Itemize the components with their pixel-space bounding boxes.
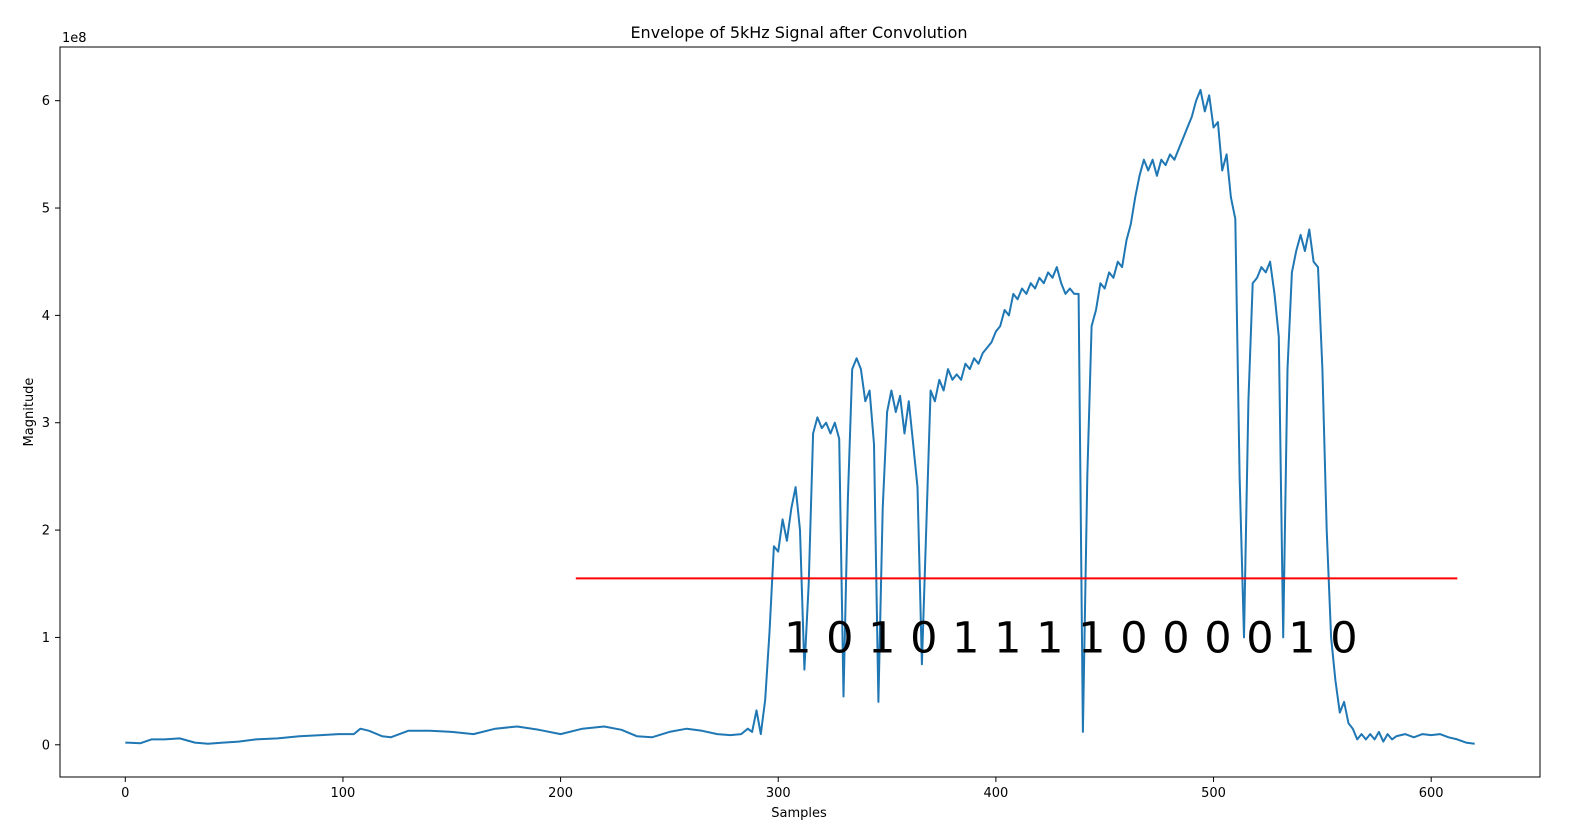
y-tick-label: 1 <box>42 631 50 646</box>
bit-label: 1 <box>952 613 979 663</box>
y-axis: 0 1 2 3 4 5 6 <box>42 94 60 753</box>
y-tick-label: 2 <box>42 524 50 539</box>
bit-label: 0 <box>1246 613 1273 663</box>
y-axis-offset-label: 1e8 <box>62 31 87 46</box>
y-tick-label: 6 <box>42 94 50 109</box>
series-line-0 <box>125 88 1475 745</box>
bit-label: 0 <box>1330 613 1357 663</box>
bit-label: 1 <box>1078 613 1105 663</box>
bit-label: 0 <box>1204 613 1231 663</box>
x-tick-label: 100 <box>331 786 356 801</box>
bit-label: 1 <box>1288 613 1315 663</box>
y-tick-label: 5 <box>42 202 50 217</box>
x-tick-label: 300 <box>766 786 791 801</box>
x-axis-title: Samples <box>771 806 827 821</box>
y-axis-title: Magnitude <box>22 378 37 447</box>
y-tick-label: 4 <box>42 309 50 324</box>
x-tick-label: 200 <box>548 786 573 801</box>
bit-label: 0 <box>1120 613 1147 663</box>
chart-marks <box>125 88 1475 745</box>
plot-frame <box>59 46 1541 778</box>
x-tick-label: 400 <box>983 786 1008 801</box>
bit-label: 1 <box>1036 613 1063 663</box>
bit-label: 0 <box>826 613 853 663</box>
x-axis: 0 100 200 300 400 500 600 <box>121 777 1444 801</box>
x-tick-label: 0 <box>121 786 129 801</box>
bit-label: 1 <box>994 613 1021 663</box>
bit-label: 1 <box>868 613 895 663</box>
x-tick-label: 500 <box>1201 786 1226 801</box>
chart-title: Envelope of 5kHz Signal after Convolutio… <box>630 23 967 42</box>
bit-label: 0 <box>910 613 937 663</box>
y-tick-label: 3 <box>42 416 50 431</box>
x-tick-label: 600 <box>1419 786 1444 801</box>
y-tick-label: 0 <box>42 738 50 753</box>
bit-label: 1 <box>784 613 811 663</box>
bit-label: 0 <box>1162 613 1189 663</box>
